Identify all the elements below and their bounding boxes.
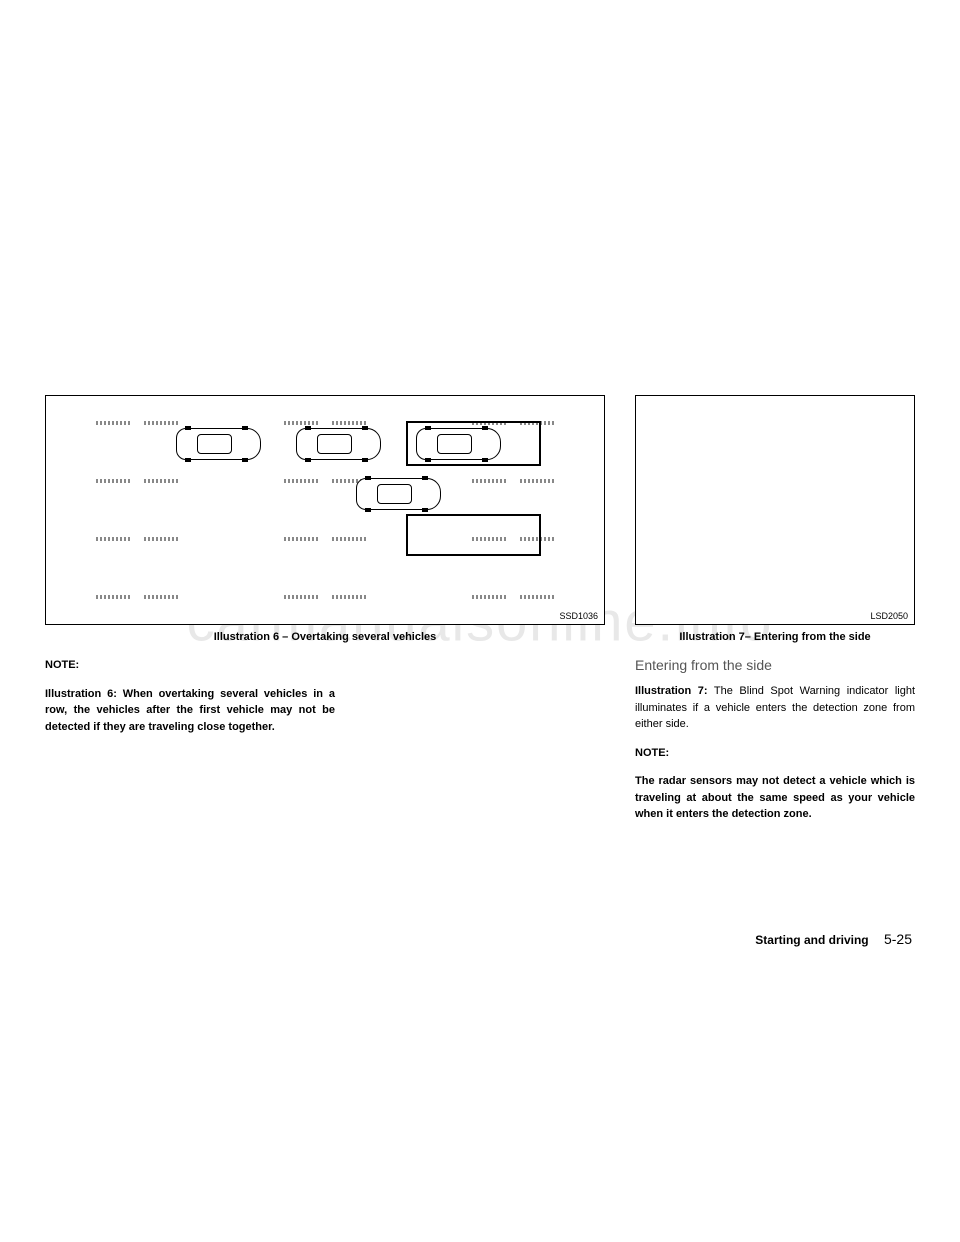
para-lead: Illustration 7: (635, 685, 708, 697)
illustration-6-figure: SSD1036 (45, 395, 605, 625)
illustration-7-caption: Illustration 7– Entering from the side (635, 631, 915, 643)
section-name: Starting and driving (755, 933, 868, 947)
note-text: Illustration 6: When overtaking several … (45, 686, 335, 736)
note-label: NOTE: (635, 745, 915, 762)
illustration-7-figure: LSD2050 (635, 395, 915, 625)
illustration-6-caption: Illustration 6 – Overtaking several vehi… (45, 631, 605, 643)
page-footer: Starting and driving 5-25 (755, 931, 912, 947)
car-icon (296, 428, 381, 460)
note-label: NOTE: (45, 657, 335, 674)
figure-code: SSD1036 (559, 611, 598, 621)
detection-zone (406, 421, 541, 466)
diagram-layer (46, 396, 604, 624)
right-column: LSD2050 Illustration 7– Entering from th… (635, 395, 915, 835)
note-text: The radar sensors may not detect a vehic… (635, 773, 915, 823)
left-column: SSD1036 Illustration 6 – Overtaking seve… (45, 395, 605, 835)
detection-zone (406, 514, 541, 556)
car-icon (176, 428, 261, 460)
entering-subtitle: Entering from the side (635, 657, 915, 673)
page-content: SSD1036 Illustration 6 – Overtaking seve… (45, 395, 915, 835)
figure-code: LSD2050 (870, 611, 908, 621)
page-number: 5-25 (884, 931, 912, 947)
car-icon (356, 478, 441, 510)
illustration-7-text: Illustration 7: The Blind Spot Warning i… (635, 683, 915, 733)
